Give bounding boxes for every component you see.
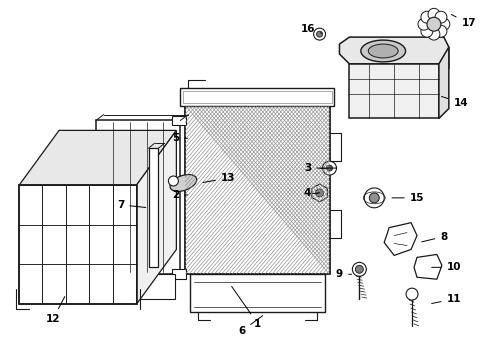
- Text: 14: 14: [441, 96, 468, 108]
- Polygon shape: [384, 223, 417, 255]
- Polygon shape: [19, 130, 176, 185]
- Bar: [96, 121, 180, 274]
- Circle shape: [317, 31, 322, 37]
- Circle shape: [438, 18, 450, 30]
- Text: 10: 10: [432, 262, 461, 272]
- Polygon shape: [439, 47, 449, 118]
- Text: 8: 8: [422, 231, 447, 242]
- Bar: [185, 105, 329, 274]
- Bar: [172, 116, 186, 125]
- Circle shape: [169, 176, 178, 186]
- Circle shape: [355, 265, 363, 273]
- Text: 11: 11: [432, 294, 461, 304]
- Circle shape: [326, 165, 333, 171]
- Bar: [172, 269, 186, 279]
- Circle shape: [314, 28, 325, 40]
- Circle shape: [316, 189, 323, 197]
- Bar: [180, 88, 335, 105]
- Polygon shape: [137, 130, 176, 304]
- Ellipse shape: [361, 40, 406, 62]
- Polygon shape: [349, 64, 439, 118]
- Circle shape: [428, 28, 440, 40]
- Bar: [183, 91, 332, 103]
- Circle shape: [421, 25, 433, 37]
- Circle shape: [352, 262, 367, 276]
- Circle shape: [322, 161, 337, 175]
- Text: 15: 15: [392, 193, 424, 203]
- Circle shape: [421, 11, 433, 23]
- Circle shape: [427, 17, 441, 31]
- Circle shape: [369, 193, 379, 203]
- Polygon shape: [414, 255, 442, 279]
- Bar: [101, 274, 175, 299]
- Circle shape: [365, 188, 384, 208]
- Text: 7: 7: [117, 200, 146, 210]
- Text: 3: 3: [304, 163, 337, 173]
- Bar: [19, 185, 137, 304]
- Text: 4: 4: [304, 188, 320, 198]
- Circle shape: [435, 25, 447, 37]
- Polygon shape: [340, 37, 449, 69]
- Text: 16: 16: [300, 24, 321, 34]
- Circle shape: [428, 8, 440, 20]
- Text: 9: 9: [336, 269, 352, 279]
- Ellipse shape: [170, 175, 196, 192]
- Text: 1: 1: [232, 287, 262, 329]
- Text: 17: 17: [451, 14, 476, 28]
- Text: 5: 5: [172, 133, 188, 143]
- Bar: [190, 274, 324, 312]
- Text: 2: 2: [172, 190, 188, 200]
- Circle shape: [406, 288, 418, 300]
- Text: 6: 6: [239, 316, 263, 336]
- Text: 13: 13: [203, 173, 235, 183]
- Polygon shape: [312, 184, 327, 202]
- Ellipse shape: [368, 44, 398, 58]
- Bar: [148, 148, 158, 267]
- Circle shape: [435, 11, 447, 23]
- Circle shape: [418, 18, 430, 30]
- Bar: [19, 185, 137, 304]
- Text: 12: 12: [46, 297, 65, 324]
